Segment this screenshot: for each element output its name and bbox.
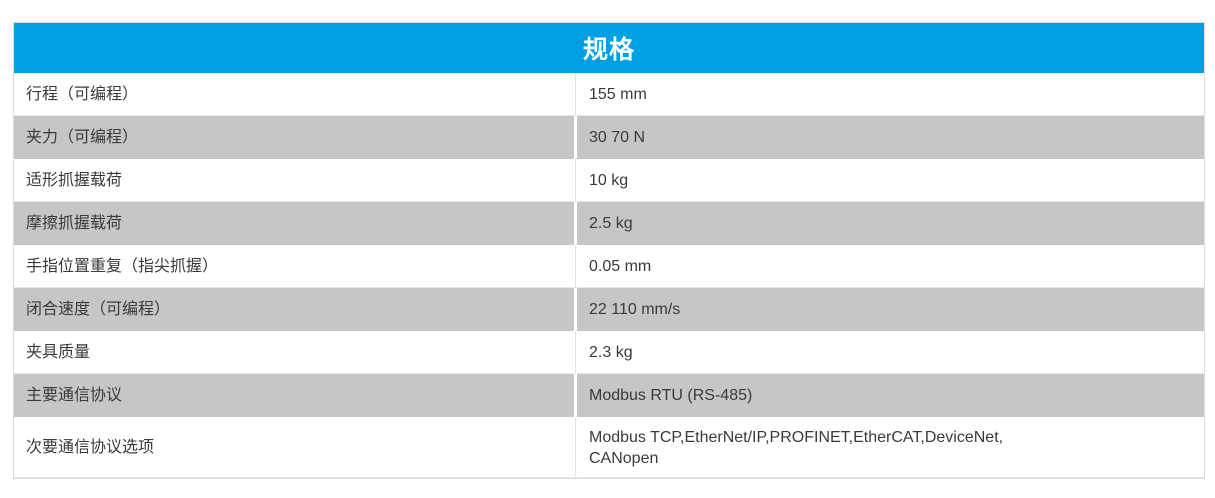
spec-value: Modbus RTU (RS-485): [589, 387, 753, 404]
column-divider: [574, 288, 577, 331]
table-row: 主要通信协议 Modbus RTU (RS-485): [14, 374, 1204, 417]
spec-label: 适形抓握载荷: [26, 172, 123, 189]
spec-value: Modbus TCP,EtherNet/IP,PROFINET,EtherCAT…: [589, 428, 1004, 467]
spec-label: 手指位置重复（指尖抓握）: [26, 258, 219, 275]
column-divider: [574, 417, 577, 478]
table-row: 摩擦抓握载荷 2.5 kg: [14, 202, 1204, 245]
spec-value: 22 110 mm/s: [589, 301, 681, 318]
table-row: 闭合速度（可编程） 22 110 mm/s: [14, 288, 1204, 331]
spec-label: 摩擦抓握载荷: [26, 215, 123, 232]
column-divider: [574, 245, 577, 288]
column-divider: [574, 202, 577, 245]
table-row: 次要通信协议选项 Modbus TCP,EtherNet/IP,PROFINET…: [14, 417, 1204, 478]
spec-label: 夹力（可编程）: [26, 129, 139, 146]
column-divider: [574, 116, 577, 159]
spec-value: 2.5 kg: [589, 215, 633, 232]
spec-value: 10 kg: [589, 172, 629, 189]
table-row: 夹具质量 2.3 kg: [14, 331, 1204, 374]
table-row: 手指位置重复（指尖抓握） 0.05 mm: [14, 245, 1204, 288]
spec-value: 2.3 kg: [589, 344, 633, 361]
spec-value: 155 mm: [589, 86, 647, 103]
column-divider: [574, 159, 577, 202]
column-divider: [574, 374, 577, 417]
specifications-table: 规格 行程（可编程） 155 mm 夹力（可编程） 30 70 N 适形抓握载荷…: [13, 22, 1205, 479]
table-row: 适形抓握载荷 10 kg: [14, 159, 1204, 202]
spec-label: 夹具质量: [26, 344, 91, 361]
spec-label: 行程（可编程）: [26, 86, 139, 103]
table-row: 行程（可编程） 155 mm: [14, 73, 1204, 116]
spec-label: 次要通信协议选项: [26, 439, 155, 456]
table-row: 夹力（可编程） 30 70 N: [14, 116, 1204, 159]
spec-value: 30 70 N: [589, 129, 646, 146]
column-divider: [574, 73, 577, 116]
spec-value: 0.05 mm: [589, 258, 652, 275]
column-divider: [574, 331, 577, 374]
spec-label: 主要通信协议: [26, 387, 123, 404]
table-title: 规格: [14, 23, 1204, 73]
spec-label: 闭合速度（可编程）: [26, 301, 171, 318]
